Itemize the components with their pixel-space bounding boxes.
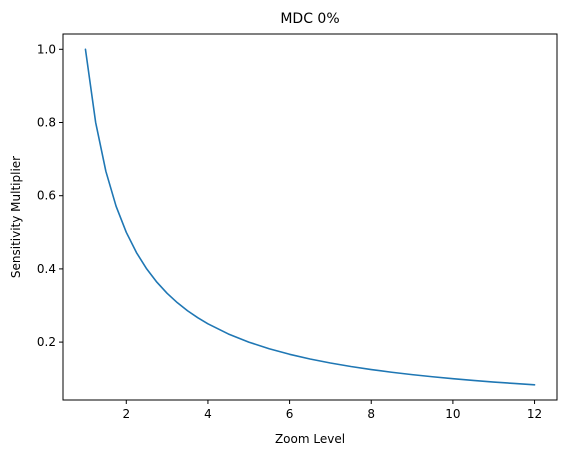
series-layer — [84, 48, 536, 386]
x-axis-ticks: 2 4 6 8 10 12 — [122, 400, 542, 421]
chart-title: MDC 0% — [280, 11, 339, 27]
x-tick-label: 8 — [367, 407, 375, 421]
x-tick-label: 12 — [527, 407, 542, 421]
y-axis-ticks: 0.2 0.4 0.6 0.8 1.0 — [37, 42, 63, 349]
plot-area-frame — [62, 33, 558, 401]
y-tick-label: 0.6 — [37, 189, 56, 203]
y-tick-label: 1.0 — [37, 42, 56, 56]
y-tick-label: 0.8 — [37, 115, 56, 129]
x-tick-label: 6 — [286, 407, 294, 421]
x-axis-label: Zoom Level — [275, 432, 345, 446]
x-tick-label: 10 — [445, 407, 460, 421]
y-tick-label: 0.2 — [37, 335, 56, 349]
series-line — [84, 48, 536, 386]
x-tick-label: 2 — [122, 407, 130, 421]
x-tick-label: 4 — [204, 407, 212, 421]
y-axis-label: Sensitivity Multiplier — [9, 156, 23, 278]
y-tick-label: 0.4 — [37, 262, 56, 276]
